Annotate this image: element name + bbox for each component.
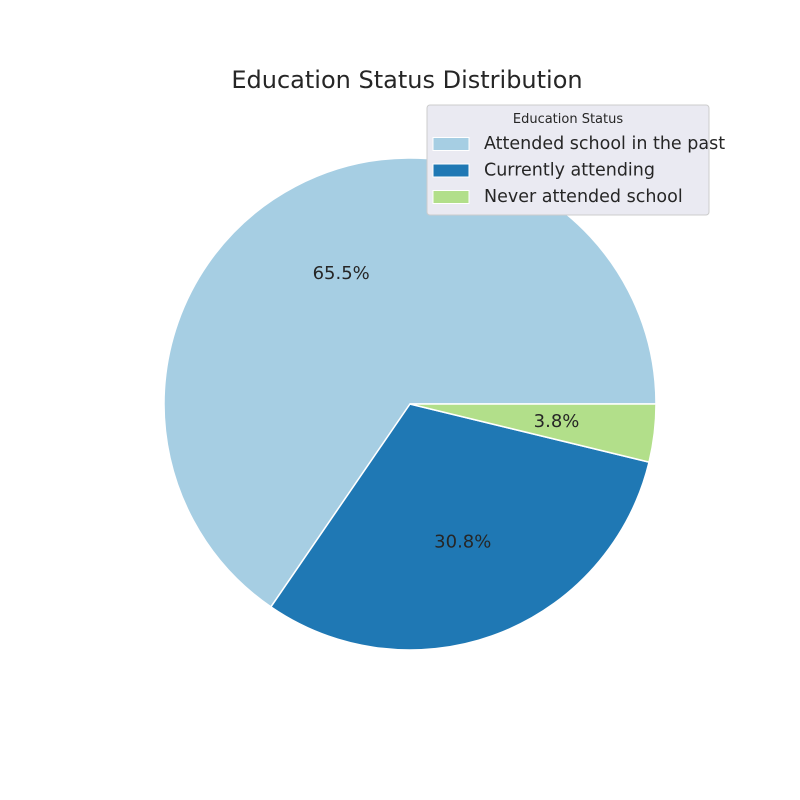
pie-slice <box>409 403 657 463</box>
pie-percent-labels: 65.5% 30.8% 3.8% <box>313 263 580 552</box>
legend-label: Never attended school <box>484 187 683 207</box>
pie-slices <box>163 157 657 651</box>
legend: Education Status Attended school in the … <box>426 104 725 216</box>
pie-percent-label: 3.8% <box>534 411 580 432</box>
chart-title: Education Status Distribution <box>231 66 582 94</box>
legend-swatch <box>432 190 470 204</box>
pie-slice <box>270 403 650 651</box>
pie-slice <box>163 157 657 608</box>
legend-items: Attended school in the past Currently att… <box>432 134 725 207</box>
legend-swatch <box>432 163 470 178</box>
legend-title: Education Status <box>513 112 624 127</box>
legend-box <box>426 104 710 216</box>
legend-swatch <box>432 137 470 151</box>
legend-label: Attended school in the past <box>484 134 725 154</box>
pie-percent-label: 30.8% <box>434 531 491 552</box>
pie-percent-label: 65.5% <box>313 263 370 284</box>
legend-label: Currently attending <box>484 161 655 181</box>
